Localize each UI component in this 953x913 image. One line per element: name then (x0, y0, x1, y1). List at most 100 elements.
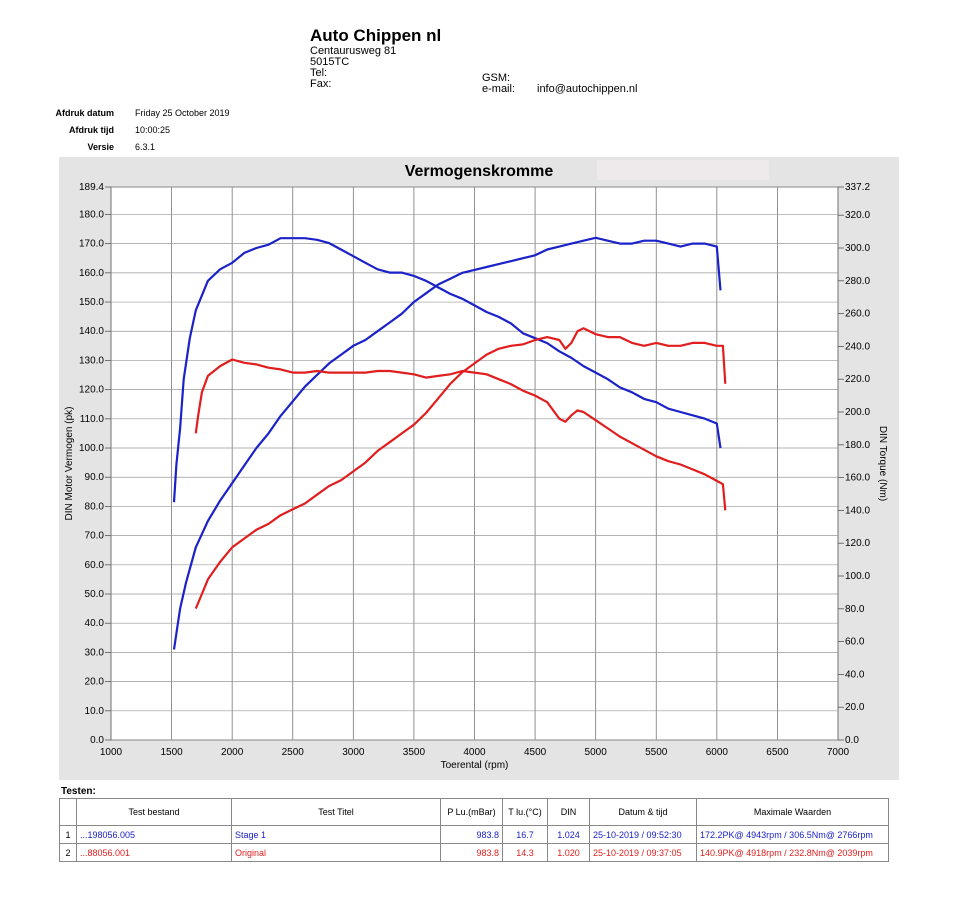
col-header-pressure: P Lu.(mBar) (440, 798, 503, 826)
y2-tick-label: 200.0 (845, 407, 870, 418)
y-tick-label: 130.0 (79, 355, 104, 366)
y-tick-label: 80.0 (85, 501, 105, 512)
x-tick-label: 1500 (160, 747, 183, 758)
y-tick-label: 10.0 (85, 706, 105, 717)
y2-tick-label: 300.0 (845, 243, 870, 254)
y-tick-label: 50.0 (85, 589, 105, 600)
y2-tick-label: 320.0 (845, 210, 870, 221)
print-meta: Afdruk datum Friday 25 October 2019 Afdru… (40, 104, 230, 155)
title-highlight (597, 160, 769, 180)
company-name: Auto Chippen nl (310, 26, 442, 45)
y2-tick-label: 260.0 (845, 309, 870, 320)
col-header-title: Test Titel (231, 798, 441, 826)
version-value: 6.3.1 (135, 141, 156, 152)
col-header-date: Datum & tijd (589, 798, 697, 826)
col-header-no (59, 798, 77, 826)
y-tick-label: 180.0 (79, 209, 104, 220)
table-row: 1 ...198056.005 Stage 1 983.8 16.7 1.024… (59, 825, 889, 844)
row-date: 25-10-2019 / 09:37:05 (589, 843, 697, 862)
col-header-file: Test bestand (76, 798, 232, 826)
print-date-label: Afdruk datum (55, 107, 115, 118)
row-title: Stage 1 (231, 825, 441, 844)
col-header-temp: T lu.(°C) (502, 798, 548, 826)
y-tick-label: 120.0 (79, 385, 104, 396)
x-tick-label: 6500 (766, 747, 789, 758)
row-date: 25-10-2019 / 09:52:30 (589, 825, 697, 844)
company-block: Auto Chippen nl Centaurusweg 81 5015TC T… (310, 26, 441, 90)
row-din: 1.020 (547, 843, 590, 862)
power-curve-chart: Vermogenskromme 1000 1500 2000 2500 3000 3500 4… (59, 157, 899, 780)
y-tick-label: 160.0 (79, 268, 104, 279)
y2-tick-label: 160.0 (845, 473, 870, 484)
y2-tick-label: 140.0 (845, 505, 870, 516)
row-no: 1 (59, 825, 77, 844)
y2-tick-label: 220.0 (845, 374, 870, 385)
x-axis-label: Toerental (rpm) (441, 760, 509, 771)
series-line-red-torque (194, 358, 727, 511)
y-tick-label: 70.0 (85, 531, 105, 542)
y2-tick-label: 60.0 (845, 637, 865, 648)
col-header-max: Maximale Waarden (696, 798, 889, 826)
x-tick-label: 4000 (463, 747, 486, 758)
email-value: info@autochippen.nl (537, 83, 638, 95)
col-header-din: DIN (547, 798, 590, 826)
y-tick-label: 110.0 (80, 414, 105, 425)
y-tick-label: 20.0 (85, 677, 105, 688)
contact-block: GSM: e-mail: info@autochippen.nl (482, 73, 637, 95)
y2-axis-label: DIN Torque (Nm) (877, 426, 888, 501)
row-temp: 14.3 (502, 843, 548, 862)
y-tick-label: 170.0 (79, 239, 104, 250)
series-line-red-power (194, 327, 727, 610)
series-line-blue-power (172, 236, 722, 650)
company-postcode: 5015TC (310, 56, 350, 68)
tests-label: Testen: (61, 786, 96, 797)
x-tick-label: 3000 (342, 747, 365, 758)
print-time-label: Afdruk tijd (69, 124, 114, 135)
y-tick-label: 30.0 (85, 647, 105, 658)
y2-tick-label: 337.2 (845, 182, 870, 193)
series-line-blue-torque (172, 237, 722, 503)
y-tick-label: 60.0 (85, 560, 105, 571)
email-label: e-mail: (482, 83, 516, 95)
print-date: Friday 25 October 2019 (135, 107, 230, 118)
x-tick-label: 7000 (827, 747, 850, 758)
y2-tick-label: 240.0 (845, 341, 870, 352)
y2-tick-label: 20.0 (845, 702, 865, 713)
row-max: 140.9PK@ 4918rpm / 232.8Nm@ 2039rpm (696, 843, 889, 862)
x-tick-label: 4500 (524, 747, 547, 758)
x-tick-label: 2500 (282, 747, 305, 758)
x-tick-label: 6000 (706, 747, 729, 758)
y2-tick-label: 120.0 (845, 538, 870, 549)
tel-label: Tel: (310, 67, 328, 79)
row-file: ...198056.005 (76, 825, 232, 844)
fax-label: Fax: (310, 78, 332, 90)
y-tick-label: 90.0 (85, 472, 105, 483)
x-tick-label: 3500 (403, 747, 426, 758)
y-tick-label: 100.0 (79, 443, 104, 454)
tests-header-row: Test bestand Test Titel P Lu.(mBar) T lu… (59, 798, 889, 826)
y-tick-label: 189.4 (79, 182, 104, 193)
row-max: 172.2PK@ 4943rpm / 306.5Nm@ 2766rpm (696, 825, 889, 844)
chart-title: Vermogenskromme (405, 163, 554, 180)
print-time: 10:00:25 (135, 124, 171, 135)
table-row: 2 ...88056.001 Original 983.8 14.3 1.020… (59, 843, 889, 862)
y-axis-label: DIN Motor Vermogen (pk) (64, 407, 75, 521)
y2-tick-label: 40.0 (845, 669, 865, 680)
y2-tick-label: 100.0 (845, 571, 870, 582)
row-no: 2 (59, 843, 77, 862)
row-din: 1.024 (547, 825, 590, 844)
y-tick-label: 40.0 (85, 618, 105, 629)
y-tick-label: 140.0 (79, 326, 104, 337)
x-tick-label: 5500 (645, 747, 668, 758)
row-file: ...88056.001 (76, 843, 232, 862)
y2-tick-label: 0.0 (845, 735, 859, 746)
y2-tick-label: 180.0 (845, 440, 870, 451)
row-temp: 16.7 (502, 825, 548, 844)
chart-svg: Vermogenskromme 1000 1500 2000 2500 3000 3500 4… (59, 157, 899, 780)
row-pressure: 983.8 (440, 843, 503, 862)
y2-tick-label: 80.0 (845, 604, 865, 615)
tests-table: Test bestand Test Titel P Lu.(mBar) T lu… (59, 798, 889, 862)
x-tick-label: 1000 (100, 747, 123, 758)
row-pressure: 983.8 (440, 825, 503, 844)
x-tick-label: 2000 (221, 747, 244, 758)
